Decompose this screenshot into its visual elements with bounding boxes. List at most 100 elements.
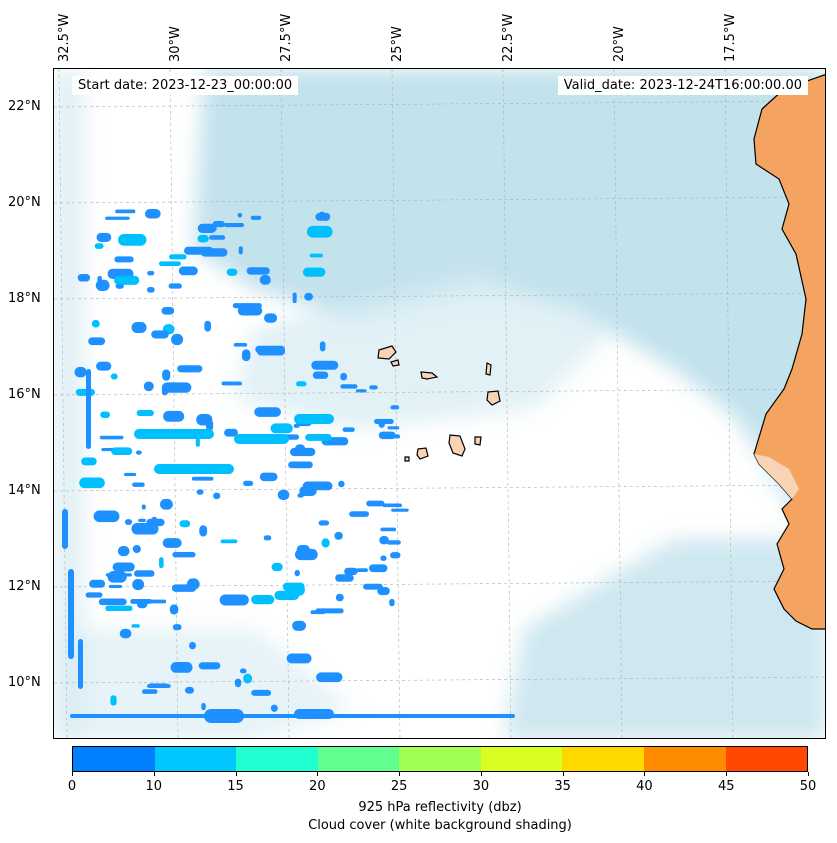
reflectivity-patch	[316, 672, 343, 683]
reflectivity-patch	[264, 313, 278, 323]
reflectivity-patch	[292, 620, 307, 631]
reflectivity-patch	[136, 410, 154, 416]
reflectivity-patch	[89, 579, 106, 588]
cloud-band-south	[54, 629, 354, 738]
colorbar-segment	[643, 747, 726, 771]
reflectivity-patch	[118, 234, 147, 246]
reflectivity-patch	[379, 536, 389, 545]
reflectivity-patch	[170, 661, 193, 673]
reflectivity-patch	[197, 223, 217, 234]
reflectivity-patch	[294, 569, 300, 577]
graticule	[54, 69, 825, 738]
reflectivity-patch	[161, 382, 192, 393]
reflectivity-patch	[146, 286, 155, 293]
africa-coast	[753, 74, 825, 630]
africa-land	[753, 74, 825, 630]
parallel-line	[54, 292, 825, 300]
reflectivity-patch	[132, 544, 141, 554]
reflectivity-patch	[386, 540, 401, 545]
reflectivity-patch	[100, 411, 111, 418]
reflectivity-patch	[196, 489, 204, 495]
reflectivity-patch	[381, 434, 401, 439]
reflectivity-patch	[340, 372, 348, 381]
lon-label: 30°W	[168, 26, 183, 62]
reflectivity-patch	[108, 584, 122, 589]
reflectivity-patch	[220, 539, 238, 544]
reflectivity-patch	[105, 216, 130, 220]
reflectivity-patch	[294, 709, 334, 719]
reflectivity-patch	[114, 256, 134, 263]
reflectivity-patch	[138, 518, 146, 522]
reflectivity-patch	[234, 434, 289, 444]
colorbar-tick-label: 0	[67, 779, 77, 794]
reflectivity-patch	[131, 322, 147, 333]
reflectivity-patch	[340, 384, 358, 389]
reflectivity-patch	[141, 504, 146, 510]
colorbar-sublabel: Cloud cover (white background shading)	[308, 818, 572, 833]
colorbar-segment	[480, 747, 563, 771]
reflectivity-patch	[158, 261, 181, 266]
colorbar-tick-label: 25	[390, 779, 408, 794]
reflectivity-patch	[239, 668, 247, 674]
reflectivity-patch	[315, 212, 331, 221]
reflectivity-patch	[286, 653, 312, 664]
reflectivity-patch	[77, 273, 91, 282]
reflectivity-patch	[88, 337, 106, 346]
colorbar-tick-label: 30	[472, 779, 490, 794]
reflectivity-patch	[259, 472, 278, 482]
colorbar-tickmark	[726, 772, 728, 776]
reflectivity-patch	[271, 562, 283, 572]
colorbar-segment	[236, 747, 318, 771]
lat-label: 10°N	[8, 675, 41, 690]
colorbar-tick-label: 35	[554, 779, 571, 794]
reflectivity-patch	[124, 472, 137, 477]
island-sal	[485, 362, 492, 376]
reflectivity-patch	[171, 333, 184, 346]
reflectivity-patch	[335, 574, 354, 582]
reflectivity-patch	[270, 704, 278, 712]
reflectivity-patch	[189, 641, 196, 650]
reflectivity-patch	[197, 235, 209, 243]
reflectivity-patch	[259, 274, 271, 285]
colorbar-label: 925 hPa reflectivity (dbz)	[358, 800, 522, 815]
reflectivity-patch	[319, 341, 326, 352]
colorbar-tick-label: 45	[717, 779, 735, 794]
reflectivity-patch	[81, 457, 97, 466]
reflectivity-patch	[85, 592, 103, 598]
reflectivity-patch	[68, 569, 74, 659]
reflectivity-patch	[209, 235, 226, 240]
reflectivity-patch	[369, 385, 378, 390]
reflectivity-patch	[147, 684, 171, 688]
reflectivity-patch	[147, 270, 155, 276]
reflectivity-patch	[342, 427, 355, 432]
colorbar-tickmark	[480, 772, 482, 776]
reflectivity-patch	[144, 209, 161, 219]
meridian-line	[58, 69, 68, 738]
colorbar-tickmark	[808, 772, 809, 776]
reflectivity-patch	[184, 246, 214, 255]
colorbar-tickmark	[72, 772, 73, 776]
reflectivity-patch	[154, 464, 234, 474]
reflectivity-patch	[195, 438, 200, 447]
reflectivity-patch	[282, 582, 305, 591]
lat-label: 18°N	[8, 291, 41, 306]
reflectivity-patch	[238, 246, 243, 255]
colorbar-segment	[317, 747, 400, 771]
meridian-line	[280, 69, 290, 738]
meridian-line	[391, 69, 401, 738]
colorbar-segment	[562, 747, 644, 771]
reflectivity-patch	[255, 345, 285, 354]
colorbar	[72, 746, 808, 772]
lat-label: 22°N	[8, 99, 41, 114]
reflectivity-patch	[130, 599, 153, 604]
reflectivity-patch	[169, 254, 187, 260]
reflectivity-patch	[198, 662, 221, 670]
reflectivity-patch	[232, 303, 262, 309]
reflectivity-patch	[75, 388, 95, 396]
reflectivity-patch	[274, 590, 300, 600]
reflectivity-patch	[234, 678, 242, 688]
gambia-senegal-light	[754, 454, 799, 499]
reflectivity-patch	[117, 546, 130, 557]
reflectivity-patch	[233, 342, 248, 347]
reflectivity-patch	[306, 225, 333, 238]
